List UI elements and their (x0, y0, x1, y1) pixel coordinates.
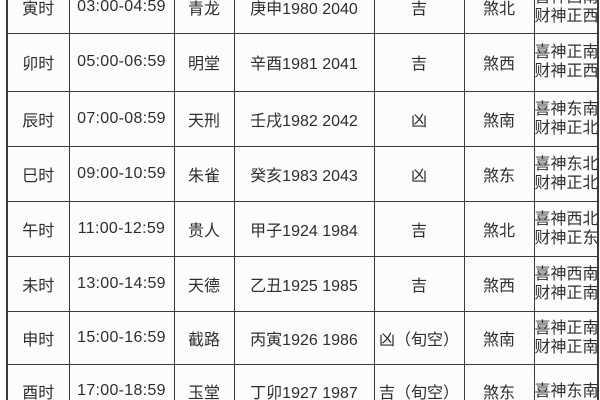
table-row: 未时 13:00-14:59 天德 乙丑1925 1985 吉 煞西 喜神西南 … (6, 255, 599, 312)
caishen-direction: 财神正西 (534, 63, 598, 80)
hour-cell: 寅时 (6, 0, 70, 34)
caishen-direction: 财神正南 (534, 338, 598, 356)
gods-cell: 喜神正南 财神正南 (533, 310, 599, 365)
deity-cell: 贵人 (173, 200, 235, 257)
hour-cell: 卯时 (6, 32, 70, 92)
ganzhi-cell: 乙丑1925 1985 (233, 255, 375, 312)
time-cell: 03:00-04:59 (68, 0, 175, 34)
deity-cell: 截路 (173, 310, 235, 365)
ganzhi-cell: 庚申1980 2040 (233, 0, 375, 34)
deity-cell: 朱雀 (173, 145, 235, 202)
caishen-direction: 财神正北 (534, 174, 598, 192)
ganzhi-cell: 丙寅1926 1986 (233, 310, 375, 365)
xishen-direction: 喜神西北 (534, 210, 598, 228)
time-cell: 07:00-08:59 (68, 90, 175, 147)
deity-cell: 青龙 (173, 0, 235, 34)
sha-cell: 煞南 (463, 310, 535, 365)
deity-cell: 天德 (173, 255, 235, 312)
hour-cell: 未时 (6, 255, 70, 312)
gods-cell: 喜神西南 财神正西 (533, 0, 599, 34)
luck-cell: 吉 (373, 255, 465, 312)
caishen-direction: 财神正南 (534, 284, 598, 302)
gods-cell: 喜神西南 财神正南 (533, 255, 599, 312)
ganzhi-cell: 癸亥1983 2043 (233, 145, 375, 202)
hour-luck-table: 寅时 03:00-04:59 青龙 庚申1980 2040 吉 煞北 喜神西南 … (6, 0, 599, 400)
ganzhi-cell: 壬戌1982 2042 (233, 90, 375, 147)
time-cell: 09:00-10:59 (68, 145, 175, 202)
luck-cell: 吉（旬空） (373, 363, 465, 400)
xishen-direction: 喜神东南 (534, 382, 598, 400)
table-row: 卯时 05:00-06:59 明堂 辛酉1981 2041 吉 煞西 喜神正南 … (6, 32, 599, 92)
time-cell: 05:00-06:59 (68, 32, 175, 92)
sha-cell: 煞南 (463, 90, 535, 147)
deity-cell: 天刑 (173, 90, 235, 147)
hour-cell: 辰时 (6, 90, 70, 147)
gods-cell: 喜神东北 财神正北 (533, 145, 599, 202)
gods-cell: 喜神东南 财神正北 (533, 90, 599, 147)
caishen-direction: 财神正东 (534, 229, 598, 247)
time-cell: 17:00-18:59 (68, 363, 175, 400)
table-row: 辰时 07:00-08:59 天刑 壬戌1982 2042 凶 煞南 喜神东南 … (6, 90, 599, 147)
ganzhi-cell: 丁卯1927 1987 (233, 363, 375, 400)
hour-cell: 午时 (6, 200, 70, 257)
time-cell: 11:00-12:59 (68, 200, 175, 257)
hour-cell: 巳时 (6, 145, 70, 202)
xishen-direction: 喜神东北 (534, 155, 598, 173)
table-row: 酉时 17:00-18:59 玉堂 丁卯1927 1987 吉（旬空） 煞东 喜… (6, 363, 599, 400)
sha-cell: 煞北 (463, 0, 535, 34)
luck-cell: 吉 (373, 200, 465, 257)
luck-cell: 吉 (373, 32, 465, 92)
luck-cell: 凶（旬空） (373, 310, 465, 365)
time-cell: 13:00-14:59 (68, 255, 175, 312)
gods-cell: 喜神西北 财神正东 (533, 200, 599, 257)
xishen-direction: 喜神西南 (534, 265, 598, 283)
sha-cell: 煞北 (463, 200, 535, 257)
deity-cell: 玉堂 (173, 363, 235, 400)
xishen-direction: 喜神正南 (534, 319, 598, 337)
sha-cell: 煞西 (463, 32, 535, 92)
xishen-direction: 喜神东南 (534, 100, 598, 118)
deity-cell: 明堂 (173, 32, 235, 92)
table-row: 寅时 03:00-04:59 青龙 庚申1980 2040 吉 煞北 喜神西南 … (6, 0, 599, 34)
xishen-direction: 喜神正南 (534, 44, 598, 61)
hour-cell: 酉时 (6, 363, 70, 400)
table-row: 申时 15:00-16:59 截路 丙寅1926 1986 凶（旬空） 煞南 喜… (6, 310, 599, 365)
ganzhi-cell: 甲子1924 1984 (233, 200, 375, 257)
gods-cell: 喜神正南 财神正西 (533, 32, 599, 92)
gods-cell: 喜神东南 (533, 363, 599, 400)
luck-cell: 凶 (373, 90, 465, 147)
table-row: 巳时 09:00-10:59 朱雀 癸亥1983 2043 凶 煞东 喜神东北 … (6, 145, 599, 202)
sha-cell: 煞西 (463, 255, 535, 312)
hour-cell: 申时 (6, 310, 70, 365)
xishen-direction: 喜神西南 (535, 0, 597, 7)
time-cell: 15:00-16:59 (68, 310, 175, 365)
luck-cell: 凶 (373, 145, 465, 202)
table-row: 午时 11:00-12:59 贵人 甲子1924 1984 吉 煞北 喜神西北 … (6, 200, 599, 257)
ganzhi-cell: 辛酉1981 2041 (233, 32, 375, 92)
sha-cell: 煞东 (463, 363, 535, 400)
caishen-direction: 财神正西 (534, 7, 598, 25)
sha-cell: 煞东 (463, 145, 535, 202)
luck-cell: 吉 (373, 0, 465, 34)
caishen-direction: 财神正北 (534, 119, 598, 137)
